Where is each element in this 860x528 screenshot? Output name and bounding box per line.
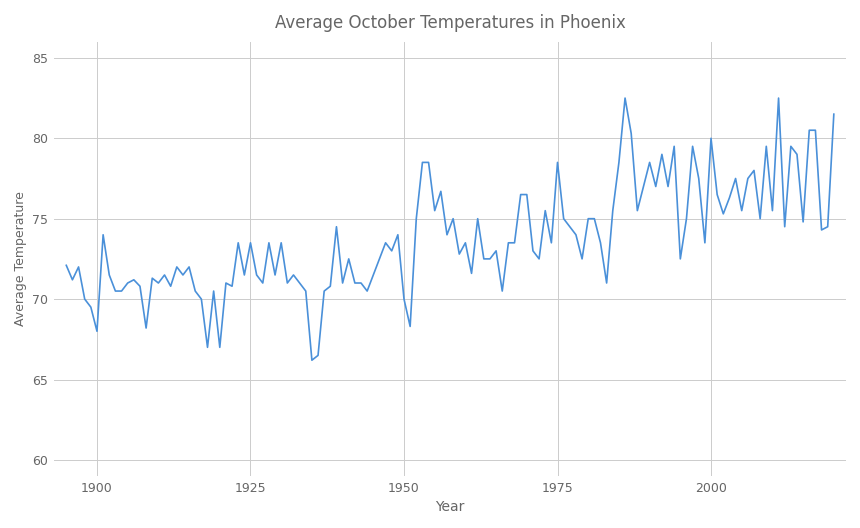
Y-axis label: Average Temperature: Average Temperature: [14, 192, 27, 326]
Title: Average October Temperatures in Phoenix: Average October Temperatures in Phoenix: [274, 14, 625, 32]
X-axis label: Year: Year: [435, 500, 464, 514]
